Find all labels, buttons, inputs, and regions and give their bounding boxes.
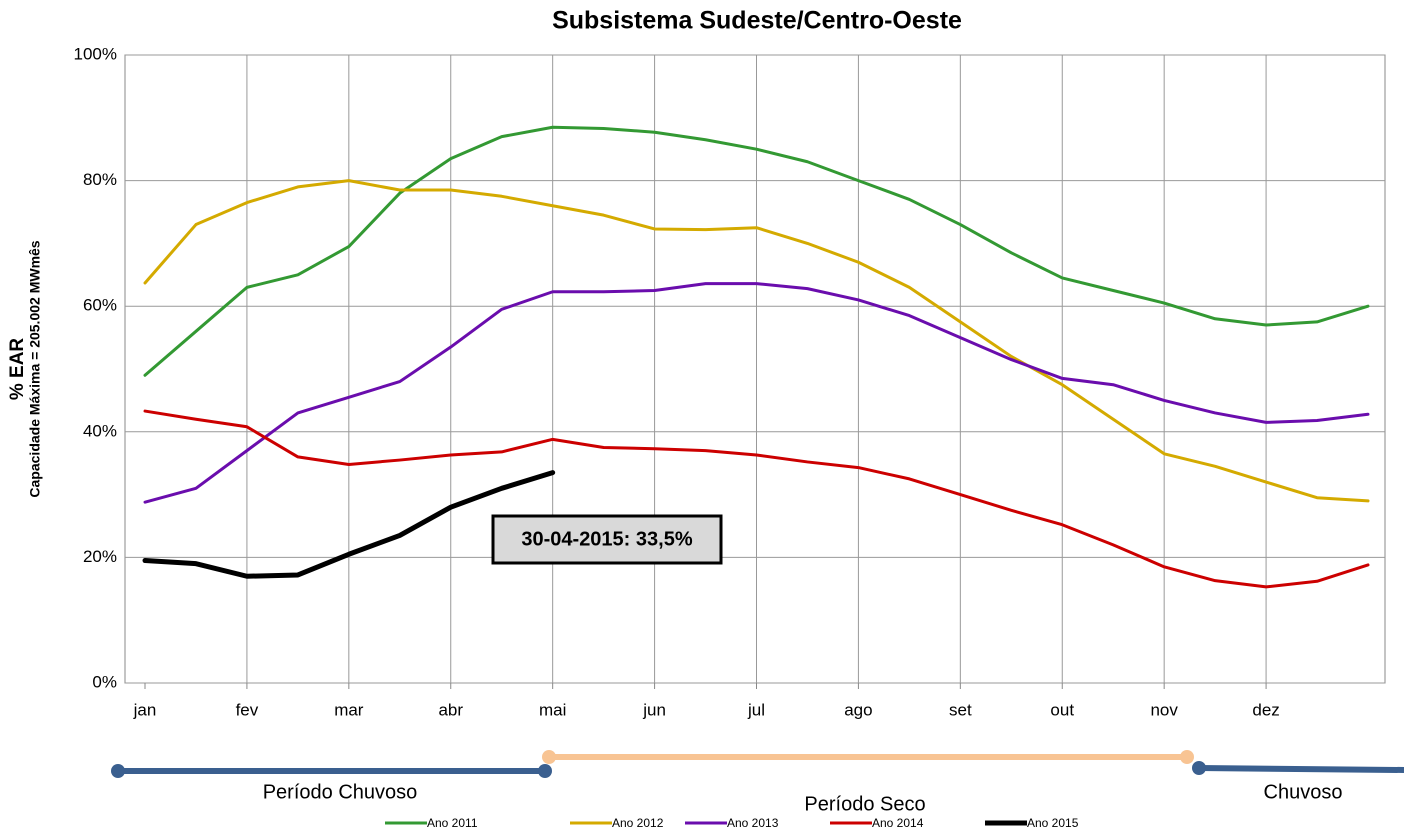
legend-label: Ano 2014 (872, 816, 924, 830)
period-dot (1180, 750, 1194, 764)
period-bar (1198, 765, 1404, 773)
x-tick-label: jan (133, 700, 157, 719)
period-dot (111, 764, 125, 778)
legend-label: Ano 2012 (612, 816, 664, 830)
x-tick-label: set (949, 700, 972, 719)
period-dot (1192, 761, 1206, 775)
legend-label: Ano 2015 (1027, 816, 1079, 830)
x-tick-label: fev (236, 700, 259, 719)
y-tick-label: 60% (83, 296, 117, 315)
legend-label: Ano 2013 (727, 816, 779, 830)
x-tick-label: out (1050, 700, 1074, 719)
y-tick-label: 40% (83, 421, 117, 440)
x-tick-label: abr (438, 700, 463, 719)
annotation: 30-04-2015: 33,5% (521, 528, 692, 550)
series-line (143, 282, 1370, 504)
series-line (143, 125, 1370, 377)
x-tick-label: nov (1150, 700, 1178, 719)
legend-label: Ano 2011 (427, 816, 478, 830)
series-line (142, 470, 556, 579)
x-tick-label: jun (642, 700, 666, 719)
series-line (143, 179, 1370, 503)
x-tick-label: dez (1252, 700, 1279, 719)
y-tick-label: 20% (83, 547, 117, 566)
chart-title: Subsistema Sudeste/Centro-Oeste (552, 7, 962, 35)
x-tick-label: ago (844, 700, 872, 719)
y-tick-label: 0% (92, 672, 117, 691)
period-dot (538, 764, 552, 778)
y-tick-label: 80% (83, 170, 117, 189)
x-tick-label: mar (334, 700, 364, 719)
timeline (111, 750, 1404, 778)
x-tick-label: mai (539, 700, 566, 719)
period-label: Período Seco (804, 793, 925, 815)
x-tick-label: jul (747, 700, 765, 719)
period-label: Período Chuvoso (263, 781, 418, 803)
period-dot (542, 750, 556, 764)
y-tick-label: 100% (74, 44, 117, 63)
y-axis-sublabel: Capacidade Máxima = 205.002 MWmês (27, 240, 43, 497)
y-axis-label: % EAR (7, 338, 28, 401)
annotation-box (491, 514, 723, 565)
series-line (143, 409, 1370, 589)
period-label: Chuvoso (1264, 781, 1343, 803)
